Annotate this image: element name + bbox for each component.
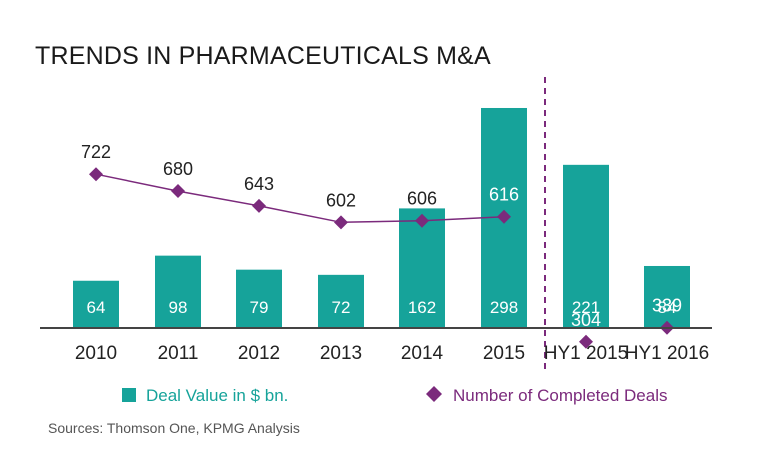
legend-deals-swatch [426,386,442,402]
deal-value-label-4: 162 [408,298,436,317]
category-label-2: 2012 [238,343,280,364]
deal-value-bar-7 [644,265,690,328]
deals-marker-1 [171,184,185,199]
deals-trend-line [95,173,505,224]
deals-label-0: 722 [81,142,111,162]
deal-value-bar-4 [399,208,445,328]
deal-value-bar-6 [563,164,609,328]
legend-bar-swatch [122,388,136,402]
deals-label-6: 304 [571,310,601,330]
bars-layer [73,107,690,328]
deals-label-3: 602 [326,190,356,210]
legend: Deal Value in $ bn. Number of Completed … [122,386,667,405]
deal-value-label-7: 84 [658,298,677,317]
deals-marker-layer [89,167,674,349]
category-label-4: 2014 [401,343,444,364]
category-label-0: 2010 [75,343,117,364]
deals-label-7: 339 [652,296,682,316]
deal-value-label-0: 64 [87,298,106,317]
deal-value-label-2: 79 [250,298,269,317]
deal-value-label-5: 298 [490,298,518,317]
deal-labels-layer: 722 680 643 602 606 616 304 339 [81,142,682,330]
deals-line-layer [95,173,505,224]
category-label-5: 2015 [483,343,525,364]
deals-label-2: 643 [244,174,274,194]
bar-labels-layer: 64 98 79 72 162 298 221 84 [87,298,677,317]
deal-value-label-3: 72 [332,298,351,317]
deals-marker-4 [415,213,429,228]
deals-marker-6 [579,334,593,349]
legend-deals-label: Number of Completed Deals [453,386,667,405]
chart-title: TRENDS IN PHARMACEUTICALS M&A [35,42,491,70]
category-label-1: 2011 [158,343,199,364]
deal-value-bar-2 [236,269,282,328]
deals-marker-5 [497,209,511,224]
deals-label-4: 606 [407,189,437,209]
deals-marker-3 [334,215,348,230]
category-label-3: 2013 [320,343,362,364]
category-label-6: HY1 2015 [544,343,629,364]
legend-bar-label: Deal Value in $ bn. [146,386,288,405]
deals-label-5: 616 [489,185,519,205]
category-label-7: HY1 2016 [625,343,710,364]
deals-marker-2 [252,198,266,213]
deal-value-bar-1 [155,255,201,328]
deal-value-bar-3 [318,274,364,328]
deals-label-1: 680 [163,159,193,179]
deal-value-label-1: 98 [169,298,188,317]
source-note: Sources: Thomson One, KPMG Analysis [48,420,300,436]
deal-value-label-6: 221 [572,298,600,317]
deal-value-bar-0 [73,280,119,328]
deals-marker-0 [89,167,103,182]
